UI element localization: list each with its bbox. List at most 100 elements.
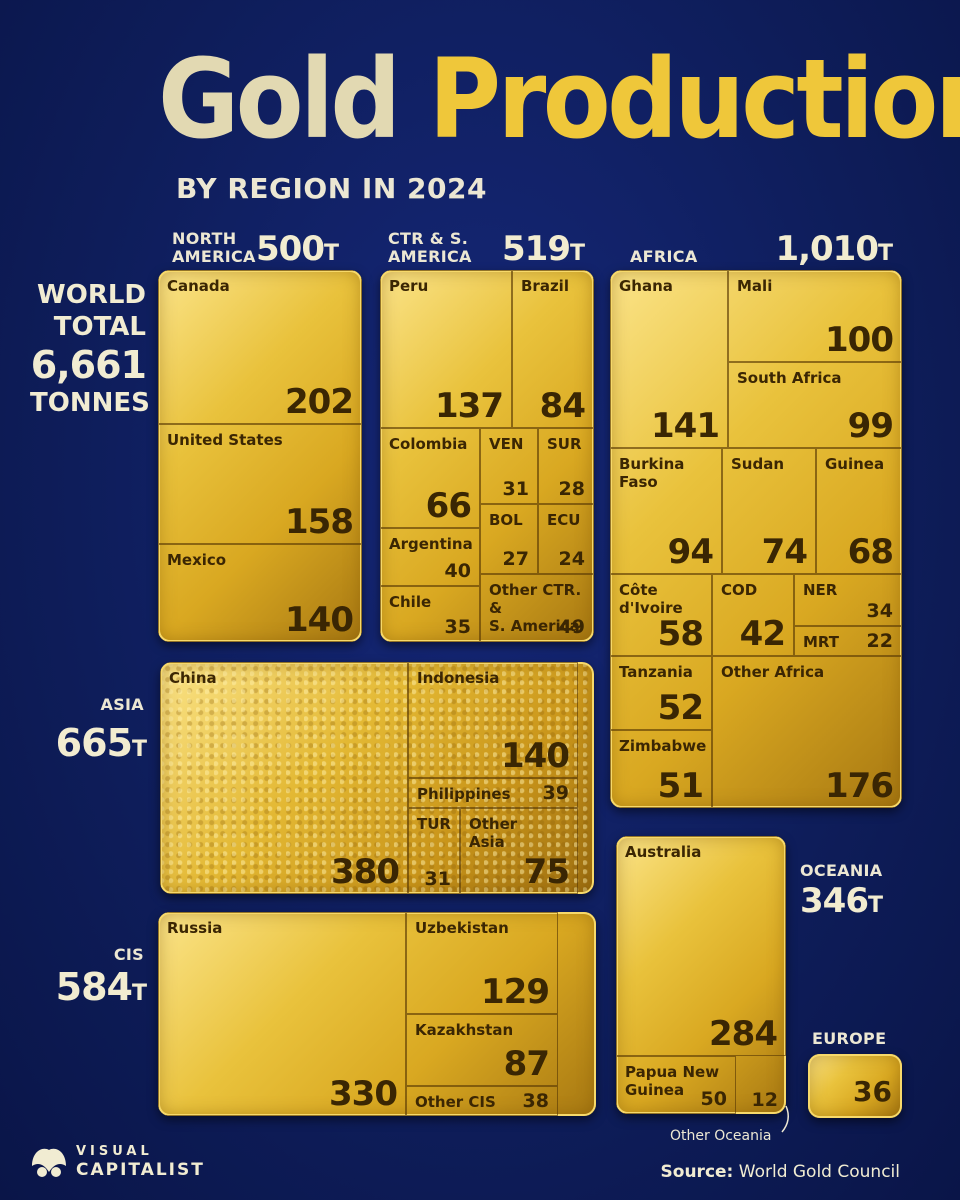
cell-label: Philippines — [417, 785, 511, 803]
gold-bar-as: China 380 Indonesia 140 Philippines 39 TUR 31 Ot… — [160, 662, 594, 894]
cell-value: 380 — [331, 852, 400, 892]
cell-label: Sudan — [731, 455, 785, 473]
cell-label: Indonesia — [417, 669, 500, 687]
cell-label: Chile — [389, 593, 432, 611]
cell-label: Mexico — [167, 551, 227, 569]
cell-label: Other Africa — [721, 663, 825, 681]
cell-value: 158 — [285, 502, 354, 542]
region-label-oc: OCEANIA — [800, 861, 883, 880]
cell-csa-peru: Peru 137 — [380, 270, 512, 428]
cell-oc-item-2: 12 — [736, 1056, 786, 1114]
cell-value: 40 — [444, 560, 471, 582]
cell-af-mali: Mali 100 — [728, 270, 902, 362]
region-label-cis: CIS — [113, 945, 144, 964]
cell-cis-other-cis: Other CIS 38 — [406, 1086, 558, 1116]
cell-label: MRT — [803, 633, 840, 651]
cell-af-ghana: Ghana 141 — [610, 270, 728, 448]
cell-value: 28 — [558, 478, 585, 500]
cell-csa-argentina: Argentina 40 — [380, 528, 480, 586]
cell-value: 50 — [700, 1088, 727, 1110]
cell-value: 75 — [523, 852, 570, 892]
cell-label: Other CIS — [415, 1093, 496, 1111]
cell-value: 137 — [435, 386, 504, 426]
region-total-as: 665T — [55, 721, 147, 765]
region-total-csa: 519T — [502, 229, 585, 269]
cell-value: 284 — [709, 1014, 778, 1054]
cell-label: Uzbekistan — [415, 919, 509, 937]
cell-af-ner: NER 34 — [794, 574, 902, 626]
other-oceania-note: Other Oceania — [670, 1128, 772, 1144]
cell-value: 34 — [866, 600, 893, 622]
region-label-eu: EUROPE — [812, 1029, 887, 1048]
region-label-csa: CTR & S. AMERICA — [388, 229, 472, 266]
cell-na-united-states: United States 158 — [158, 424, 362, 544]
cell-label: BOL — [489, 511, 523, 529]
cell-na-canada: Canada 202 — [158, 270, 362, 424]
cell-label: Argentina — [389, 535, 473, 553]
logo-text-line1: VISUAL — [76, 1144, 153, 1159]
cell-csa-sur: SUR 28 — [538, 428, 594, 504]
cell-label: Guinea — [825, 455, 885, 473]
cell-value: 36 — [853, 1075, 892, 1108]
cell-value: 51 — [657, 766, 704, 806]
cell-label: NER — [803, 581, 838, 599]
cell-label: TUR — [417, 815, 451, 833]
cell-value: 58 — [657, 614, 704, 654]
region-total-cis: 584T — [55, 965, 147, 1009]
cell-value: 140 — [285, 600, 354, 640]
cell-cis-uzbekistan: Uzbekistan 129 — [406, 912, 558, 1014]
cell-value: 12 — [751, 1089, 778, 1111]
region-label-af: AFRICA — [630, 247, 698, 266]
cell-label: Papua New Guinea — [625, 1063, 720, 1099]
cell-af-tanzania: Tanzania 52 — [610, 656, 712, 730]
cell-value: 330 — [329, 1074, 398, 1114]
cell-csa-bol: BOL 27 — [480, 504, 538, 574]
region-label-as: ASIA — [100, 695, 144, 714]
cell-as-philippines: Philippines 39 — [408, 778, 578, 808]
gold-bar-af: Ghana 141 Mali 100 South Africa 99 Burkina Fas… — [610, 270, 902, 808]
world-total-label-1: WORLD — [37, 280, 146, 310]
cell-label: Canada — [167, 277, 230, 295]
cell-value: 38 — [522, 1090, 549, 1112]
cell-value: 84 — [539, 386, 586, 426]
gold-bar-csa: Peru 137 Brazil 84 Colombia 66 VEN 31 SUR 28 BOL 27… — [380, 270, 594, 642]
cell-value: 99 — [847, 406, 894, 446]
cell-csa-ven: VEN 31 — [480, 428, 538, 504]
cell-value: 22 — [866, 630, 893, 652]
region-total-af: 1,010T — [775, 229, 893, 269]
cell-af-c-te-d-ivoire: Côte d'Ivoire 58 — [610, 574, 712, 656]
cell-af-zimbabwe: Zimbabwe 51 — [610, 730, 712, 808]
cell-value: 24 — [558, 548, 585, 570]
cell-csa-colombia: Colombia 66 — [380, 428, 480, 528]
region-total-na: 500T — [256, 229, 339, 269]
cell-label: Tanzania — [619, 663, 693, 681]
cell-value: 66 — [425, 486, 472, 526]
cell-value: 140 — [501, 736, 570, 776]
cell-value: 39 — [542, 782, 569, 804]
cell-value: 42 — [739, 614, 786, 654]
cell-value: 35 — [444, 616, 471, 638]
cell-label: Australia — [625, 843, 702, 861]
cell-label: Côte d'Ivoire — [619, 581, 683, 617]
cell-eu-item-0: 36 — [808, 1054, 902, 1118]
region-label-na: NORTH AMERICA — [172, 229, 256, 266]
cell-oc-australia: Australia 284 — [616, 836, 786, 1056]
cell-oc-papua-new-guinea: Papua New Guinea 50 — [616, 1056, 736, 1114]
cell-label: Burkina Faso — [619, 455, 685, 491]
cell-af-sudan: Sudan 74 — [722, 448, 816, 574]
cell-label: Kazakhstan — [415, 1021, 514, 1039]
cell-label: Zimbabwe — [619, 737, 707, 755]
cell-label: Russia — [167, 919, 223, 937]
cell-na-mexico: Mexico 140 — [158, 544, 362, 642]
cell-value: 129 — [481, 972, 550, 1012]
logo-icon — [32, 1148, 66, 1177]
cell-value: 27 — [502, 548, 529, 570]
cell-as-tur: TUR 31 — [408, 808, 460, 894]
cell-label: South Africa — [737, 369, 842, 387]
cell-label: Other Asia — [469, 815, 518, 851]
world-total-unit: TONNES — [30, 388, 150, 418]
cell-value: 141 — [651, 406, 720, 446]
cell-value: 202 — [285, 382, 354, 422]
cell-af-south-africa: South Africa 99 — [728, 362, 902, 448]
cell-label: SUR — [547, 435, 582, 453]
